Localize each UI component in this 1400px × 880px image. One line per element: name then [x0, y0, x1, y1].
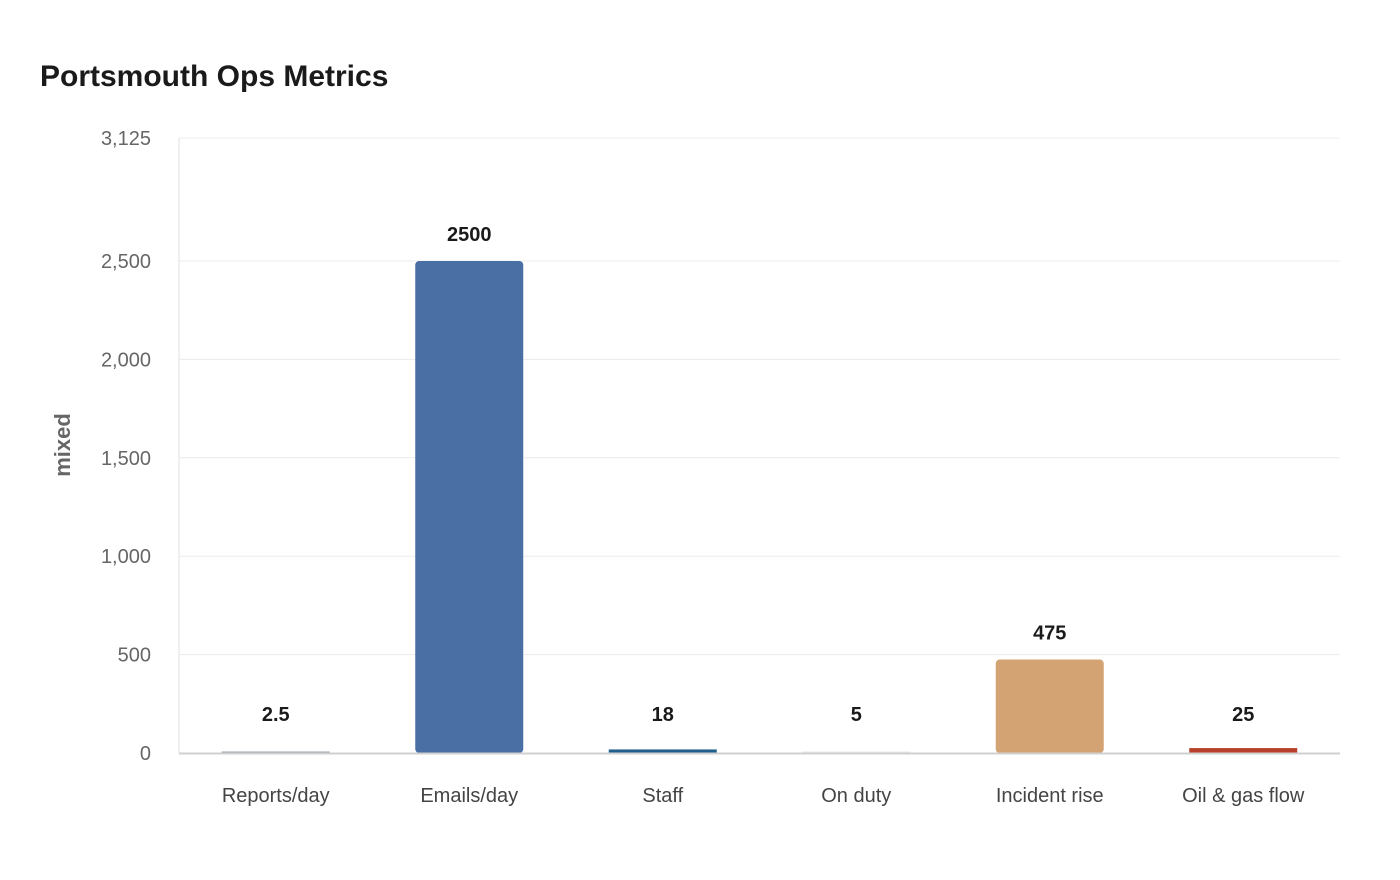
bar-on-duty — [802, 751, 911, 753]
x-tick-label: Staff — [642, 785, 683, 807]
bar-emails-day — [415, 261, 524, 753]
x-tick-label: Oil & gas flow — [1182, 785, 1305, 807]
data-label: 2500 — [447, 224, 492, 246]
bar-oil-gas-flow — [1189, 748, 1298, 753]
y-tick-label: 1,500 — [101, 448, 151, 470]
x-tick-label: On duty — [821, 785, 891, 807]
data-label: 18 — [652, 704, 674, 726]
y-tick-label: 500 — [118, 645, 151, 667]
y-tick-label: 3,125 — [101, 128, 151, 150]
data-label: 25 — [1232, 704, 1254, 726]
x-tick-label: Emails/day — [420, 785, 518, 807]
y-tick-label: 1,000 — [101, 546, 151, 568]
y-tick-label: 0 — [140, 743, 151, 765]
y-axis-title: mixed — [50, 413, 75, 477]
bar-incident-rise — [995, 659, 1104, 753]
data-label: 5 — [851, 704, 862, 726]
data-label: 475 — [1033, 623, 1066, 645]
y-tick-label: 2,500 — [101, 251, 151, 273]
data-label: 2.5 — [262, 704, 290, 726]
y-tick-label: 2,000 — [101, 349, 151, 371]
chart-title: Portsmouth Ops Metrics — [40, 60, 389, 93]
x-tick-label: Incident rise — [996, 785, 1104, 807]
x-tick-label: Reports/day — [222, 785, 330, 807]
bar-reports-day — [221, 751, 330, 753]
bar-staff — [608, 749, 717, 753]
